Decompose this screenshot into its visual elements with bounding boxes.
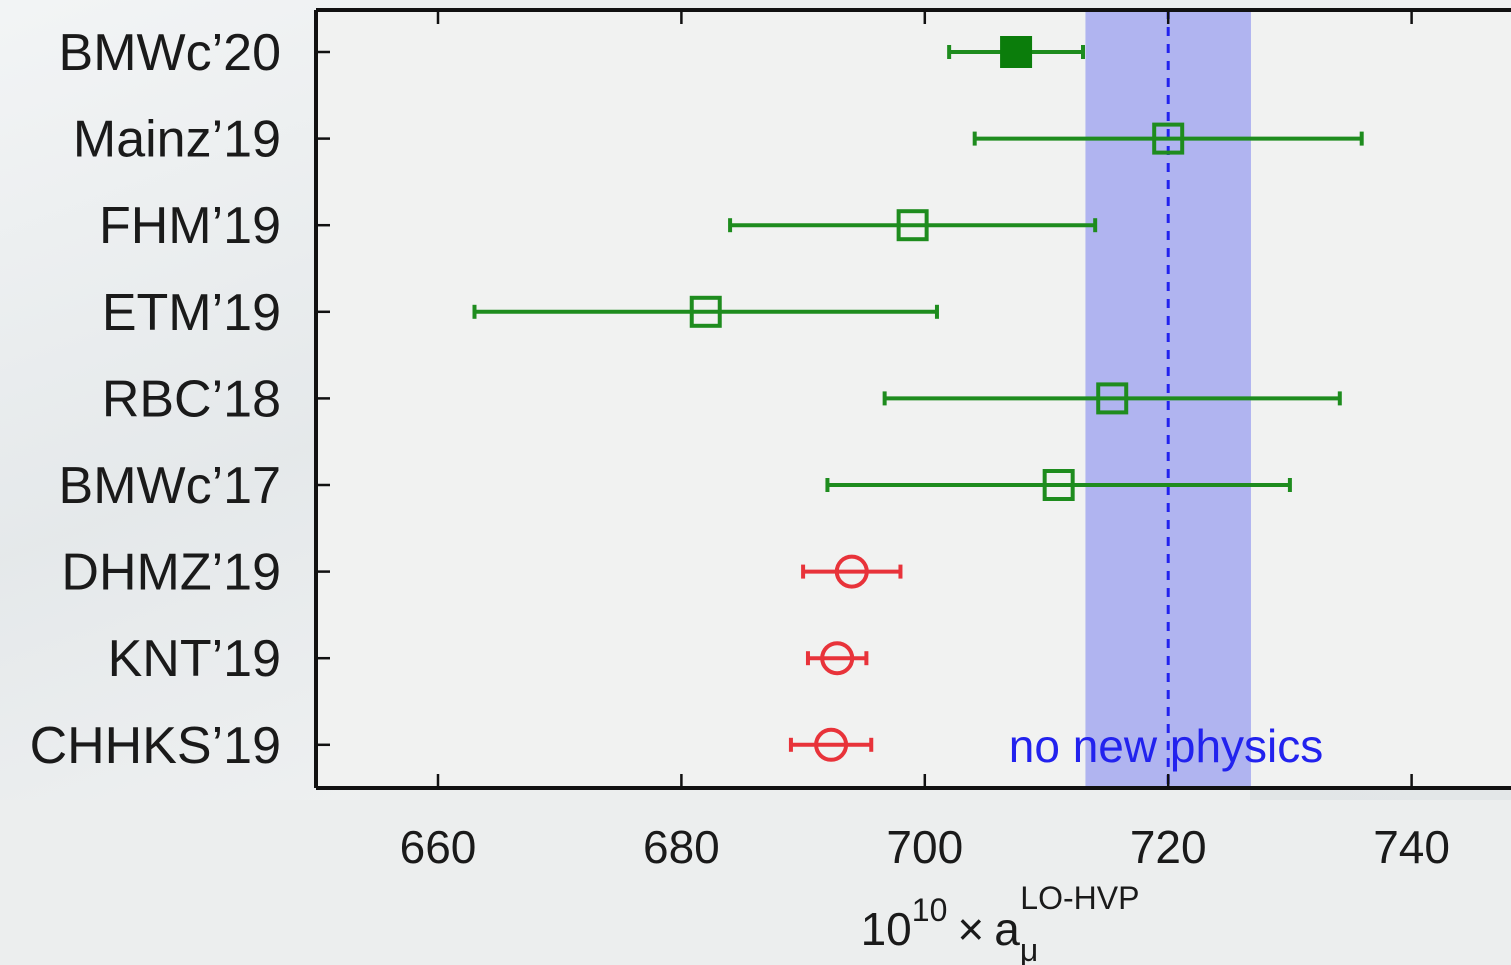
category-label: RBC’18 bbox=[102, 370, 281, 428]
data-point-open-circle bbox=[814, 727, 849, 762]
data-point-open-circle bbox=[834, 554, 869, 589]
x-axis-title-superscript: LO-HVP bbox=[1020, 880, 1139, 916]
x-tick-label-layer: 660 680 700 720 740 bbox=[400, 821, 1450, 873]
x-axis-title-times: × bbox=[957, 903, 984, 955]
data-point-open-square bbox=[689, 295, 722, 328]
data-point-open-square bbox=[1096, 382, 1129, 415]
x-axis-title-subscript: μ bbox=[1020, 932, 1038, 965]
errorbar-layer bbox=[472, 45, 1364, 752]
x-tick-label: 680 bbox=[643, 821, 720, 873]
data-point-open-square bbox=[1042, 469, 1075, 501]
category-label-layer: BMWc’20 Mainz’19 FHM’19 ETM’19 RBC’18 BMWc’17… bbox=[30, 24, 281, 775]
x-axis-title: 1010 × aμLO-HVP bbox=[861, 880, 1140, 965]
x-tick-label: 700 bbox=[886, 821, 963, 873]
category-label: Mainz’19 bbox=[73, 111, 281, 169]
category-label: DHMZ’19 bbox=[61, 544, 281, 602]
category-label: KNT’19 bbox=[108, 630, 281, 688]
tick-layer bbox=[316, 10, 1413, 788]
category-label: CHHKS’19 bbox=[30, 717, 281, 775]
marker-layer bbox=[689, 36, 1185, 762]
category-label: FHM’19 bbox=[99, 197, 281, 255]
x-axis-title-exponent: 10 bbox=[912, 892, 948, 928]
category-label: BMWc’17 bbox=[59, 457, 281, 515]
category-label: BMWc’20 bbox=[59, 24, 281, 82]
x-axis-title-base: 10 bbox=[861, 903, 912, 955]
data-point-open-circle bbox=[820, 641, 855, 676]
category-label: ETM’19 bbox=[102, 284, 281, 342]
data-point-open-square bbox=[896, 209, 929, 242]
x-tick-label: 720 bbox=[1130, 821, 1207, 873]
x-axis-title-symbol: a bbox=[994, 903, 1020, 955]
data-point-open-square bbox=[1152, 122, 1185, 155]
band-label: no new physics bbox=[1009, 720, 1324, 772]
x-tick-label: 740 bbox=[1373, 821, 1450, 873]
data-point-filled-square bbox=[1000, 36, 1033, 68]
x-tick-label: 660 bbox=[400, 821, 477, 873]
